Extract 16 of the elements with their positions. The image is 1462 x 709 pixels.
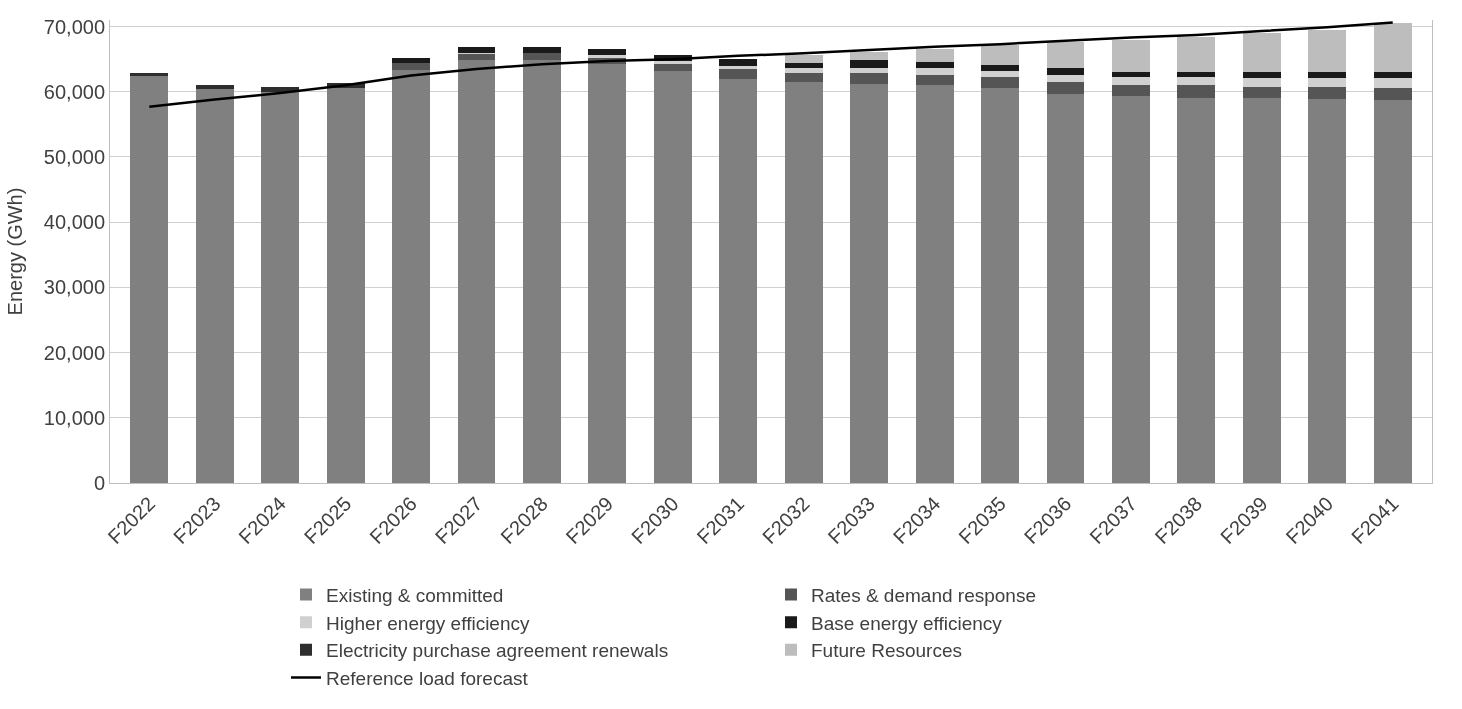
y-tick-label: 10,000 bbox=[43, 406, 105, 429]
legend-label: Rates & demand response bbox=[811, 584, 1036, 606]
y-tick-label: 30,000 bbox=[43, 276, 105, 299]
y-tick-label: 70,000 bbox=[43, 15, 105, 38]
legend-label: Reference load forecast bbox=[326, 667, 529, 689]
legend-label: Existing & committed bbox=[326, 584, 504, 606]
y-axis-title: Energy (GWh) bbox=[4, 187, 27, 316]
legend-label: Higher energy efficiency bbox=[326, 612, 530, 634]
y-tick-label: 40,000 bbox=[43, 211, 105, 234]
legend-label: Base energy efficiency bbox=[811, 612, 1003, 634]
y-tick-label: 20,000 bbox=[43, 341, 105, 364]
legend-label: Electricity purchase agreement renewals bbox=[326, 640, 669, 662]
legend-label: Future Resources bbox=[811, 640, 963, 662]
y-tick-label: 0 bbox=[93, 472, 105, 494]
y-tick-label: 50,000 bbox=[43, 145, 105, 168]
y-tick-label: 60,000 bbox=[43, 80, 105, 103]
